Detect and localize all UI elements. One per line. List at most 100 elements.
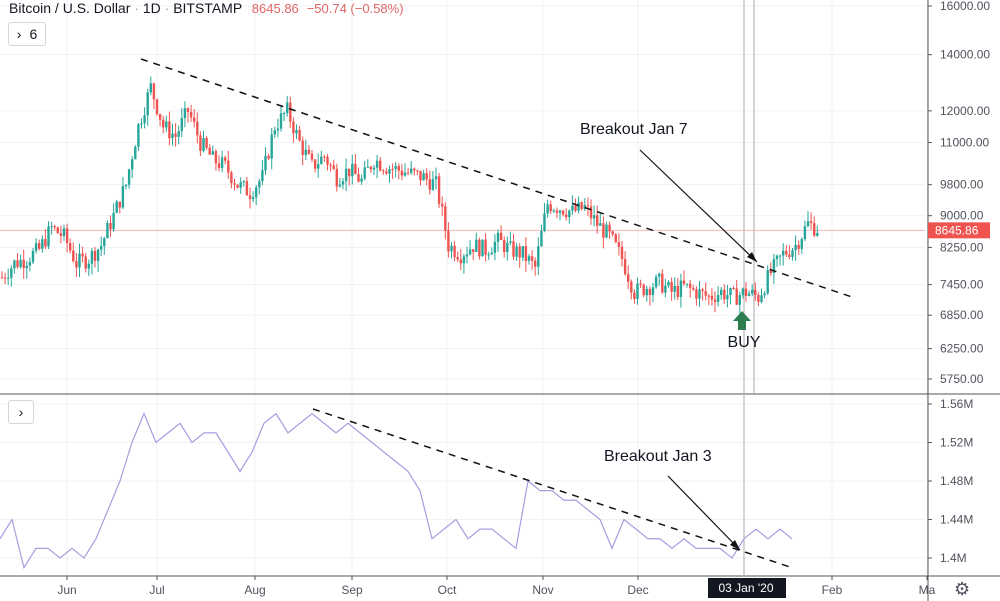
candle-body (388, 169, 391, 174)
candle-body (313, 159, 317, 169)
candle-body (90, 250, 94, 264)
candle-body (372, 167, 376, 170)
candle-body (422, 173, 425, 181)
candle-body (326, 156, 329, 165)
candle-body (481, 239, 484, 257)
candle-body (208, 147, 211, 155)
candle-body (540, 231, 543, 247)
candle-body (713, 299, 717, 302)
price-tick-label: 7450.00 (940, 278, 984, 292)
candle-body (720, 289, 723, 296)
candle-body (726, 295, 729, 300)
indicators-toggle-button[interactable]: › 6 (8, 22, 46, 46)
candle-body (698, 289, 701, 299)
exchange: BITSTAMP (173, 0, 242, 16)
candle-body (620, 246, 624, 260)
volume-tick-label: 1.48M (940, 474, 973, 488)
chevron-right-icon: › (16, 26, 22, 42)
settings-gear-icon[interactable]: ⚙ (954, 579, 971, 599)
candle-body (636, 283, 639, 300)
price-tick-label: 12000.00 (940, 104, 990, 118)
candle-body (456, 257, 459, 260)
candle-body (475, 239, 478, 252)
candle-body (633, 292, 636, 300)
candle-body (546, 204, 549, 214)
candle-body (410, 168, 413, 173)
candle-body (62, 228, 66, 237)
candle-body (10, 268, 13, 278)
candle-body (335, 168, 338, 187)
candle-body (509, 241, 512, 243)
candle-body (744, 288, 748, 296)
candle-body (623, 259, 627, 275)
candle-body (47, 226, 50, 247)
price-tick-label: 16000.00 (940, 0, 990, 13)
candle-body (428, 179, 431, 190)
time-tick-label: Ma (919, 583, 936, 597)
candle-body (31, 250, 35, 263)
candle-body (177, 131, 180, 137)
candle-body (614, 234, 617, 242)
candle-body (676, 285, 679, 297)
candle-body (785, 250, 788, 255)
candle-body (3, 277, 7, 279)
candle-body (7, 277, 10, 279)
candle-body (56, 227, 59, 234)
volume-tick-label: 1.52M (940, 436, 973, 450)
symbol-name: Bitcoin / U.S. Dollar (9, 0, 131, 16)
candle-body (146, 92, 149, 116)
candle-body (230, 172, 233, 184)
candle-body (692, 288, 695, 290)
candle-body (16, 260, 19, 267)
annotation-arrow (667, 475, 741, 551)
last-price: 8645.86 (251, 1, 299, 16)
candle-body (605, 224, 608, 238)
chart-header: Bitcoin / U.S. Dollar · 1D · BITSTAMP 86… (9, 0, 404, 16)
candle-body (292, 121, 295, 134)
time-tick-label: Aug (244, 583, 265, 597)
trendline-indicator (312, 408, 791, 568)
lower-pane-toggle-button[interactable]: › (8, 400, 34, 424)
candle-body (354, 163, 357, 175)
candle-body (673, 285, 676, 292)
candle-body (279, 113, 283, 129)
candle-body (199, 135, 202, 151)
candle-body (611, 231, 614, 235)
candle-body (518, 246, 521, 258)
candle-body (379, 160, 382, 171)
candle-body (180, 118, 183, 132)
candle-body (716, 295, 720, 302)
candle-body (462, 256, 466, 264)
candle-body (465, 254, 469, 257)
crosshair-date-label: 03 Jan '20 (718, 581, 773, 595)
price-change: −50.74 (−0.58%) (306, 1, 404, 16)
candle-body (344, 168, 348, 182)
time-tick-label: Sep (341, 583, 363, 597)
candle-body (59, 233, 63, 237)
candle-body (645, 288, 648, 296)
candle-body (261, 170, 264, 182)
candle-body (366, 166, 369, 168)
interval[interactable]: 1D (142, 0, 161, 16)
candle-body (72, 250, 75, 262)
candle-body (174, 133, 177, 137)
price-tick-label: 11000.00 (940, 136, 989, 150)
candle-body (800, 238, 803, 249)
candle-body (524, 245, 528, 261)
candle-body (816, 233, 819, 236)
candle-body (453, 245, 456, 258)
candle-body (431, 179, 435, 190)
candle-body (69, 243, 72, 251)
candle-body (534, 260, 537, 267)
candle-body (813, 223, 816, 236)
candle-body (13, 260, 16, 269)
price-tick-label: 9800.00 (940, 178, 984, 192)
candle-body (38, 243, 41, 249)
candle-body (143, 115, 146, 124)
candle-body (664, 285, 667, 293)
price-tick-label: 14000.00 (940, 48, 990, 62)
candle-body (357, 174, 360, 182)
candle-body (186, 108, 190, 112)
